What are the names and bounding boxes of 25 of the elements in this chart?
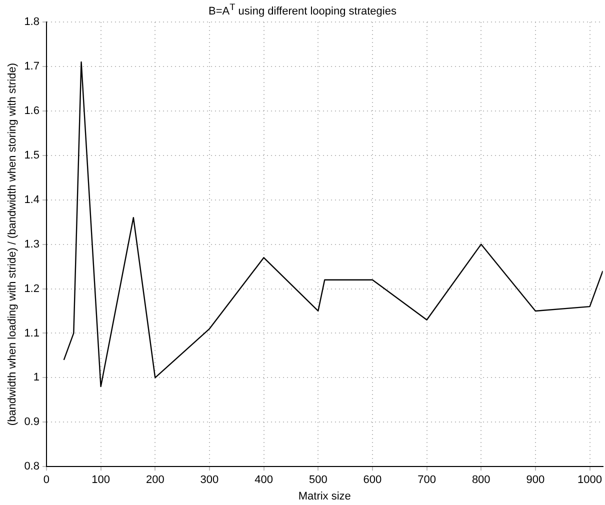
y-tick-label: 0.8 [24,460,40,473]
x-tick-label: 700 [418,474,436,486]
x-tick-label: 400 [254,474,273,486]
chart-title: B=A$^{T}$ using different looping strategies [208,2,398,18]
y-tick-label: 1.8 [24,16,40,28]
x-tick-label: 100 [92,474,110,486]
y-tick-label: 1.2 [24,282,40,295]
y-tick-label: 1.6 [24,104,40,117]
x-tick-label: 0 [43,474,50,486]
x-tick-label: 900 [526,474,545,486]
y-tick-label: 1.4 [24,194,40,206]
y-tick-label: 1.5 [24,149,40,162]
y-tick-label: 1.7 [24,60,40,72]
y-tick-label: 1.1 [24,327,40,340]
x-tick-label: 800 [472,474,490,486]
x-tick-label: 600 [363,474,382,486]
y-axis-title: (bandwidth when loading with stride) / (bandwidth when storing with stride) [6,63,19,426]
x-tick-label: 1000 [578,474,602,486]
x-tick-label: 500 [308,474,328,486]
x-tick-label: 200 [146,474,164,486]
y-tick-label: 1.3 [24,238,40,250]
y-tick-label: 0.9 [24,416,40,428]
y-tick-label: 1 [33,372,40,384]
x-axis-title: Matrix size [298,490,351,502]
x-tick-label: 300 [200,474,219,486]
